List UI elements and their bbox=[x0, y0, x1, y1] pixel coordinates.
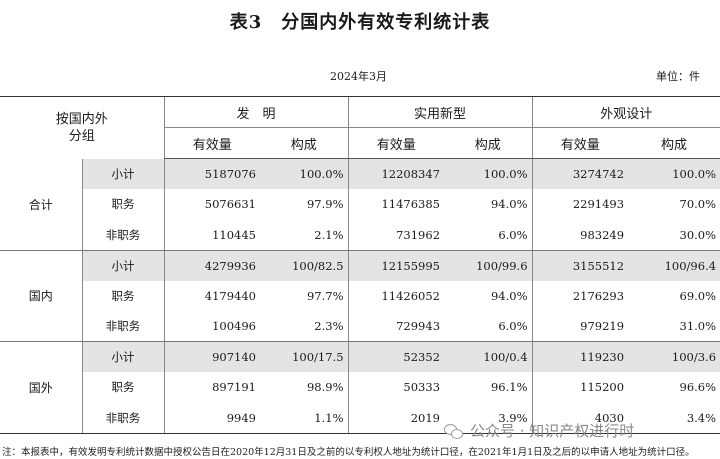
footnote: 注：本报表中，有效发明专利统计数据中授权公告日在2020年12月31日及之前的以… bbox=[2, 447, 695, 458]
patent-stats-table: 按国内外分组 发 明 实用新型 外观设计 有效量 构成 有效量 构成 有效量 构… bbox=[0, 96, 720, 434]
row-sub-label: 职务 bbox=[81, 280, 164, 311]
cell-count: 110445 bbox=[163, 219, 260, 251]
cell-count: 729943 bbox=[347, 311, 445, 342]
cell-share: 70.0% bbox=[679, 197, 717, 212]
table-row: 职务 5076631 97.9% 11476385 94.0% 2291493 … bbox=[0, 189, 720, 220]
group-column-header: 按国内外分组 bbox=[0, 96, 164, 159]
subheader-count: 有效量 bbox=[531, 127, 629, 159]
cell-count: 50333 bbox=[347, 372, 445, 403]
row-group-label: 国内 bbox=[0, 250, 82, 342]
row-sub-label: 非职务 bbox=[81, 311, 164, 342]
cell-count: 2019 bbox=[347, 402, 445, 434]
watermark: 公众号 · 知识产权进行时 bbox=[444, 420, 634, 441]
cell-count: 12208347 bbox=[347, 158, 445, 189]
row-sub-label: 职务 bbox=[81, 372, 164, 403]
subheader-share: 构成 bbox=[628, 127, 720, 159]
cell-share: 96.1% bbox=[490, 380, 528, 395]
cell-count: 907140 bbox=[163, 341, 260, 372]
cell-share: 98.9% bbox=[306, 380, 344, 395]
row-sub-label: 职务 bbox=[81, 189, 164, 220]
cell-count: 731962 bbox=[347, 219, 445, 251]
cell-count: 5076631 bbox=[163, 189, 260, 220]
cell-count: 11476385 bbox=[347, 189, 445, 220]
cell-share: 100/3.6 bbox=[628, 341, 720, 372]
row-sub-label: 小计 bbox=[81, 250, 164, 281]
cell-count: 4279936 bbox=[163, 250, 260, 281]
cell-count: 9949 bbox=[163, 402, 260, 434]
cell-share: 1.1% bbox=[260, 402, 349, 434]
table-row: 职务 4179440 97.7% 11426052 94.0% 2176293 … bbox=[0, 280, 720, 311]
cell-share: 100/96.4 bbox=[628, 250, 720, 281]
table-row: 职务 897191 98.9% 50333 96.1% 115200 96.6% bbox=[0, 372, 720, 403]
cell-count: 11426052 bbox=[347, 280, 445, 311]
unit-label: 单位：件 bbox=[656, 70, 700, 83]
table-row: 非职务 100496 2.3% 729943 6.0% 979219 31.0% bbox=[0, 311, 720, 342]
header-design: 外观设计 bbox=[531, 96, 720, 128]
cell-share: 6.0% bbox=[444, 311, 533, 342]
subheader-count: 有效量 bbox=[163, 127, 260, 159]
table-row: 非职务 110445 2.1% 731962 6.0% 983249 30.0% bbox=[0, 219, 720, 251]
row-group-label: 国外 bbox=[0, 341, 82, 434]
cell-share: 97.9% bbox=[306, 197, 344, 212]
cell-share: 30.0% bbox=[628, 219, 720, 251]
cell-share: 100.0% bbox=[444, 158, 533, 189]
cell-share: 3.9% bbox=[444, 402, 533, 434]
cell-share: 94.0% bbox=[490, 197, 528, 212]
cell-count: 4030 bbox=[531, 402, 629, 434]
cell-count: 5187076 bbox=[163, 158, 260, 189]
table-row: 合计 小计 5187076 100.0% 12208347 100.0% 327… bbox=[0, 158, 720, 251]
cell-count: 119230 bbox=[531, 341, 629, 372]
cell-count: 3274742 bbox=[531, 158, 629, 189]
cell-count: 52352 bbox=[347, 341, 445, 372]
cell-share: 6.0% bbox=[444, 219, 533, 251]
cell-count: 979219 bbox=[531, 311, 629, 342]
cell-share: 100/82.5 bbox=[260, 250, 349, 281]
cell-share: 96.6% bbox=[679, 380, 717, 395]
header-invention: 发 明 bbox=[163, 96, 349, 128]
cell-count: 2291493 bbox=[531, 189, 629, 220]
cell-count: 2176293 bbox=[531, 280, 629, 311]
row-sub-label: 非职务 bbox=[81, 402, 164, 434]
cell-share: 100/99.6 bbox=[444, 250, 533, 281]
cell-count: 4179440 bbox=[163, 280, 260, 311]
cell-share: 100.0% bbox=[628, 158, 720, 189]
row-sub-label: 小计 bbox=[81, 158, 164, 189]
cell-share: 31.0% bbox=[628, 311, 720, 342]
cell-share: 97.7% bbox=[306, 288, 344, 303]
subheader-share: 构成 bbox=[444, 127, 533, 159]
cell-count: 115200 bbox=[531, 372, 629, 403]
table-title: 表3 分国内外有效专利统计表 bbox=[229, 12, 491, 33]
cell-count: 897191 bbox=[163, 372, 260, 403]
table-row: 非职务 9949 1.1% 2019 3.9% 4030 3.4% bbox=[0, 402, 720, 434]
row-sub-label: 小计 bbox=[81, 341, 164, 372]
cell-count: 12155995 bbox=[347, 250, 445, 281]
cell-count: 983249 bbox=[531, 219, 629, 251]
cell-count: 3155512 bbox=[531, 250, 629, 281]
cell-share: 3.4% bbox=[628, 402, 720, 434]
table-row: 国外 小计 907140 100/17.5 52352 100/0.4 1192… bbox=[0, 341, 720, 434]
table-row: 国内 小计 4279936 100/82.5 12155995 100/99.6… bbox=[0, 250, 720, 342]
wechat-icon bbox=[444, 423, 464, 439]
row-sub-label: 非职务 bbox=[81, 219, 164, 251]
cell-share: 100.0% bbox=[260, 158, 349, 189]
cell-share: 94.0% bbox=[490, 288, 528, 303]
watermark-text: 公众号 · 知识产权进行时 bbox=[470, 422, 635, 440]
cell-share: 100/17.5 bbox=[260, 341, 349, 372]
cell-share: 2.1% bbox=[260, 219, 349, 251]
header-utility-model: 实用新型 bbox=[347, 96, 533, 128]
row-group-label: 合计 bbox=[0, 158, 82, 251]
report-date: 2024年3月 bbox=[330, 70, 387, 83]
cell-share: 2.3% bbox=[260, 311, 349, 342]
subheader-share: 构成 bbox=[260, 127, 349, 159]
cell-count: 100496 bbox=[163, 311, 260, 342]
subheader-count: 有效量 bbox=[347, 127, 445, 159]
cell-share: 69.0% bbox=[679, 288, 717, 303]
cell-share: 100/0.4 bbox=[444, 341, 533, 372]
